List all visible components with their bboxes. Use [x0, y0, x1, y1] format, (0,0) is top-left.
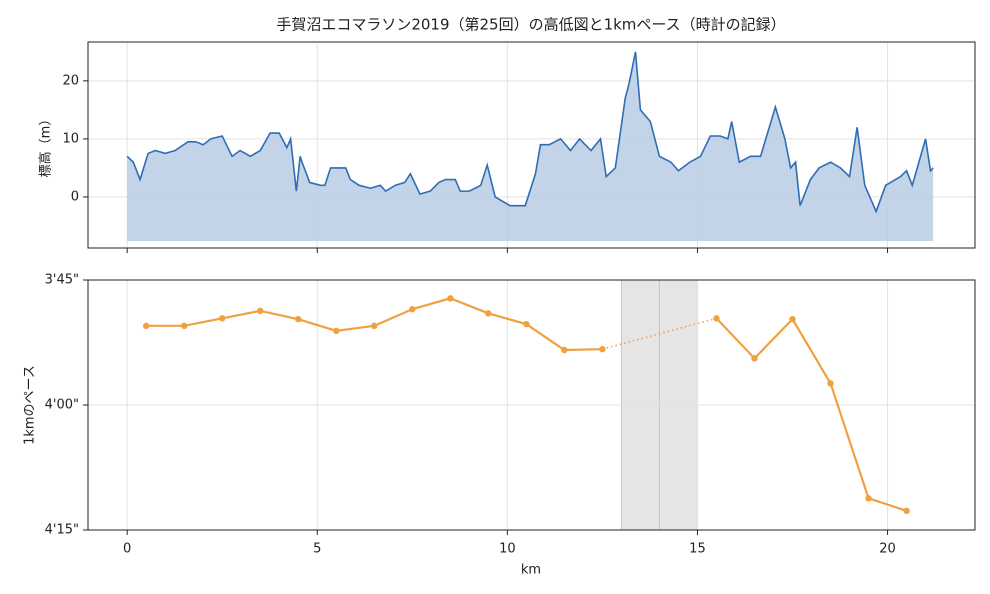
pace-point [523, 320, 530, 328]
x-tick-label: 10 [499, 542, 516, 557]
y-tick-label: 4'15" [45, 523, 79, 538]
pace-point [789, 315, 796, 323]
pace-point [333, 327, 340, 335]
y-axis-label: 1kmのペース [23, 365, 38, 445]
pace-point [295, 315, 302, 323]
x-axis-label: km [521, 563, 541, 578]
pace-point [219, 315, 226, 322]
y-tick-label: 20 [62, 73, 79, 88]
pace-point [409, 305, 416, 313]
pace-point [371, 322, 378, 330]
pace-point [447, 295, 454, 302]
pace-point [599, 345, 606, 353]
y-tick-label: 0 [71, 189, 79, 204]
pace-point [142, 322, 150, 330]
x-tick-label: 20 [879, 542, 896, 557]
pace-point [865, 495, 872, 502]
x-tick-label: 0 [123, 542, 131, 557]
x-tick-label: 15 [689, 542, 706, 557]
y-axis-label: 標高（m） [38, 113, 54, 178]
chart-title: 手賀沼エコマラソン2019（第25回）の高低図と1kmペース（時計の記録） [276, 16, 785, 34]
pace-point [485, 310, 492, 317]
pace-point [751, 355, 758, 362]
y-tick-label: 3'45" [45, 273, 79, 288]
gap-connector [602, 317, 717, 350]
area-fill [127, 51, 934, 242]
pace-point [257, 307, 264, 315]
plot-frame [87, 41, 976, 249]
x-tick-label: 5 [313, 542, 321, 557]
plot-frame [87, 279, 976, 531]
y-tick-label: 4'00" [45, 398, 79, 413]
pace-point [561, 346, 568, 354]
y-tick-label: 10 [62, 131, 79, 146]
pace-point [713, 315, 720, 322]
pace-point [903, 507, 910, 515]
area-line [126, 51, 934, 214]
pace-point [180, 322, 188, 330]
pace-point [827, 380, 834, 387]
